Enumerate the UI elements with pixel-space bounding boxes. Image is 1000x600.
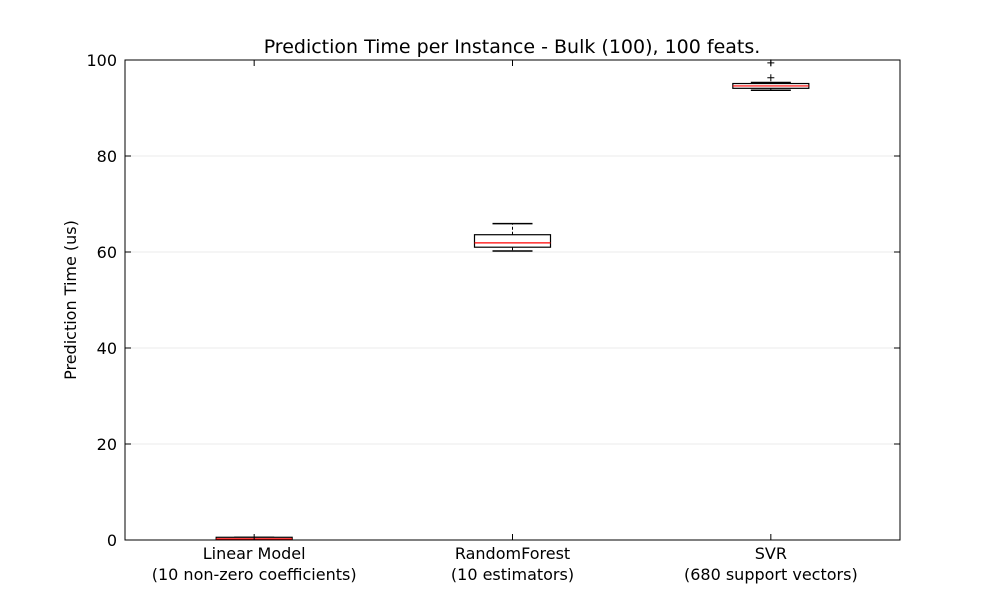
x-tick-label: (680 support vectors) (684, 565, 858, 584)
x-tick-label: RandomForest (455, 544, 570, 563)
y-tick-label: 80 (97, 147, 117, 166)
y-axis-label: Prediction Time (us) (61, 220, 80, 380)
box-group (473, 222, 552, 252)
y-tick-label: 0 (107, 531, 117, 550)
grid-layer (125, 155, 900, 445)
x-tick-label: (10 estimators) (451, 565, 574, 584)
box-rect (473, 234, 552, 248)
x-tick-label: (10 non-zero coefficients) (152, 565, 357, 584)
y-tick-label: 40 (97, 339, 117, 358)
y-tick-label: 20 (97, 435, 117, 454)
x-tick-label: SVR (755, 544, 787, 563)
outlier-marker (767, 74, 775, 82)
tick-layer: 0 20 40 60 80 100 Linear Model (10 non-zero coe… (86, 51, 900, 584)
box-layer (215, 59, 810, 541)
y-tick-label: 100 (86, 51, 117, 70)
x-tick-label: Linear Model (203, 544, 306, 563)
plot-frame (124, 59, 901, 541)
box-group (732, 59, 810, 91)
chart-title: Prediction Time per Instance - Bulk (100… (264, 36, 761, 58)
y-tick-label: 60 (97, 243, 117, 262)
